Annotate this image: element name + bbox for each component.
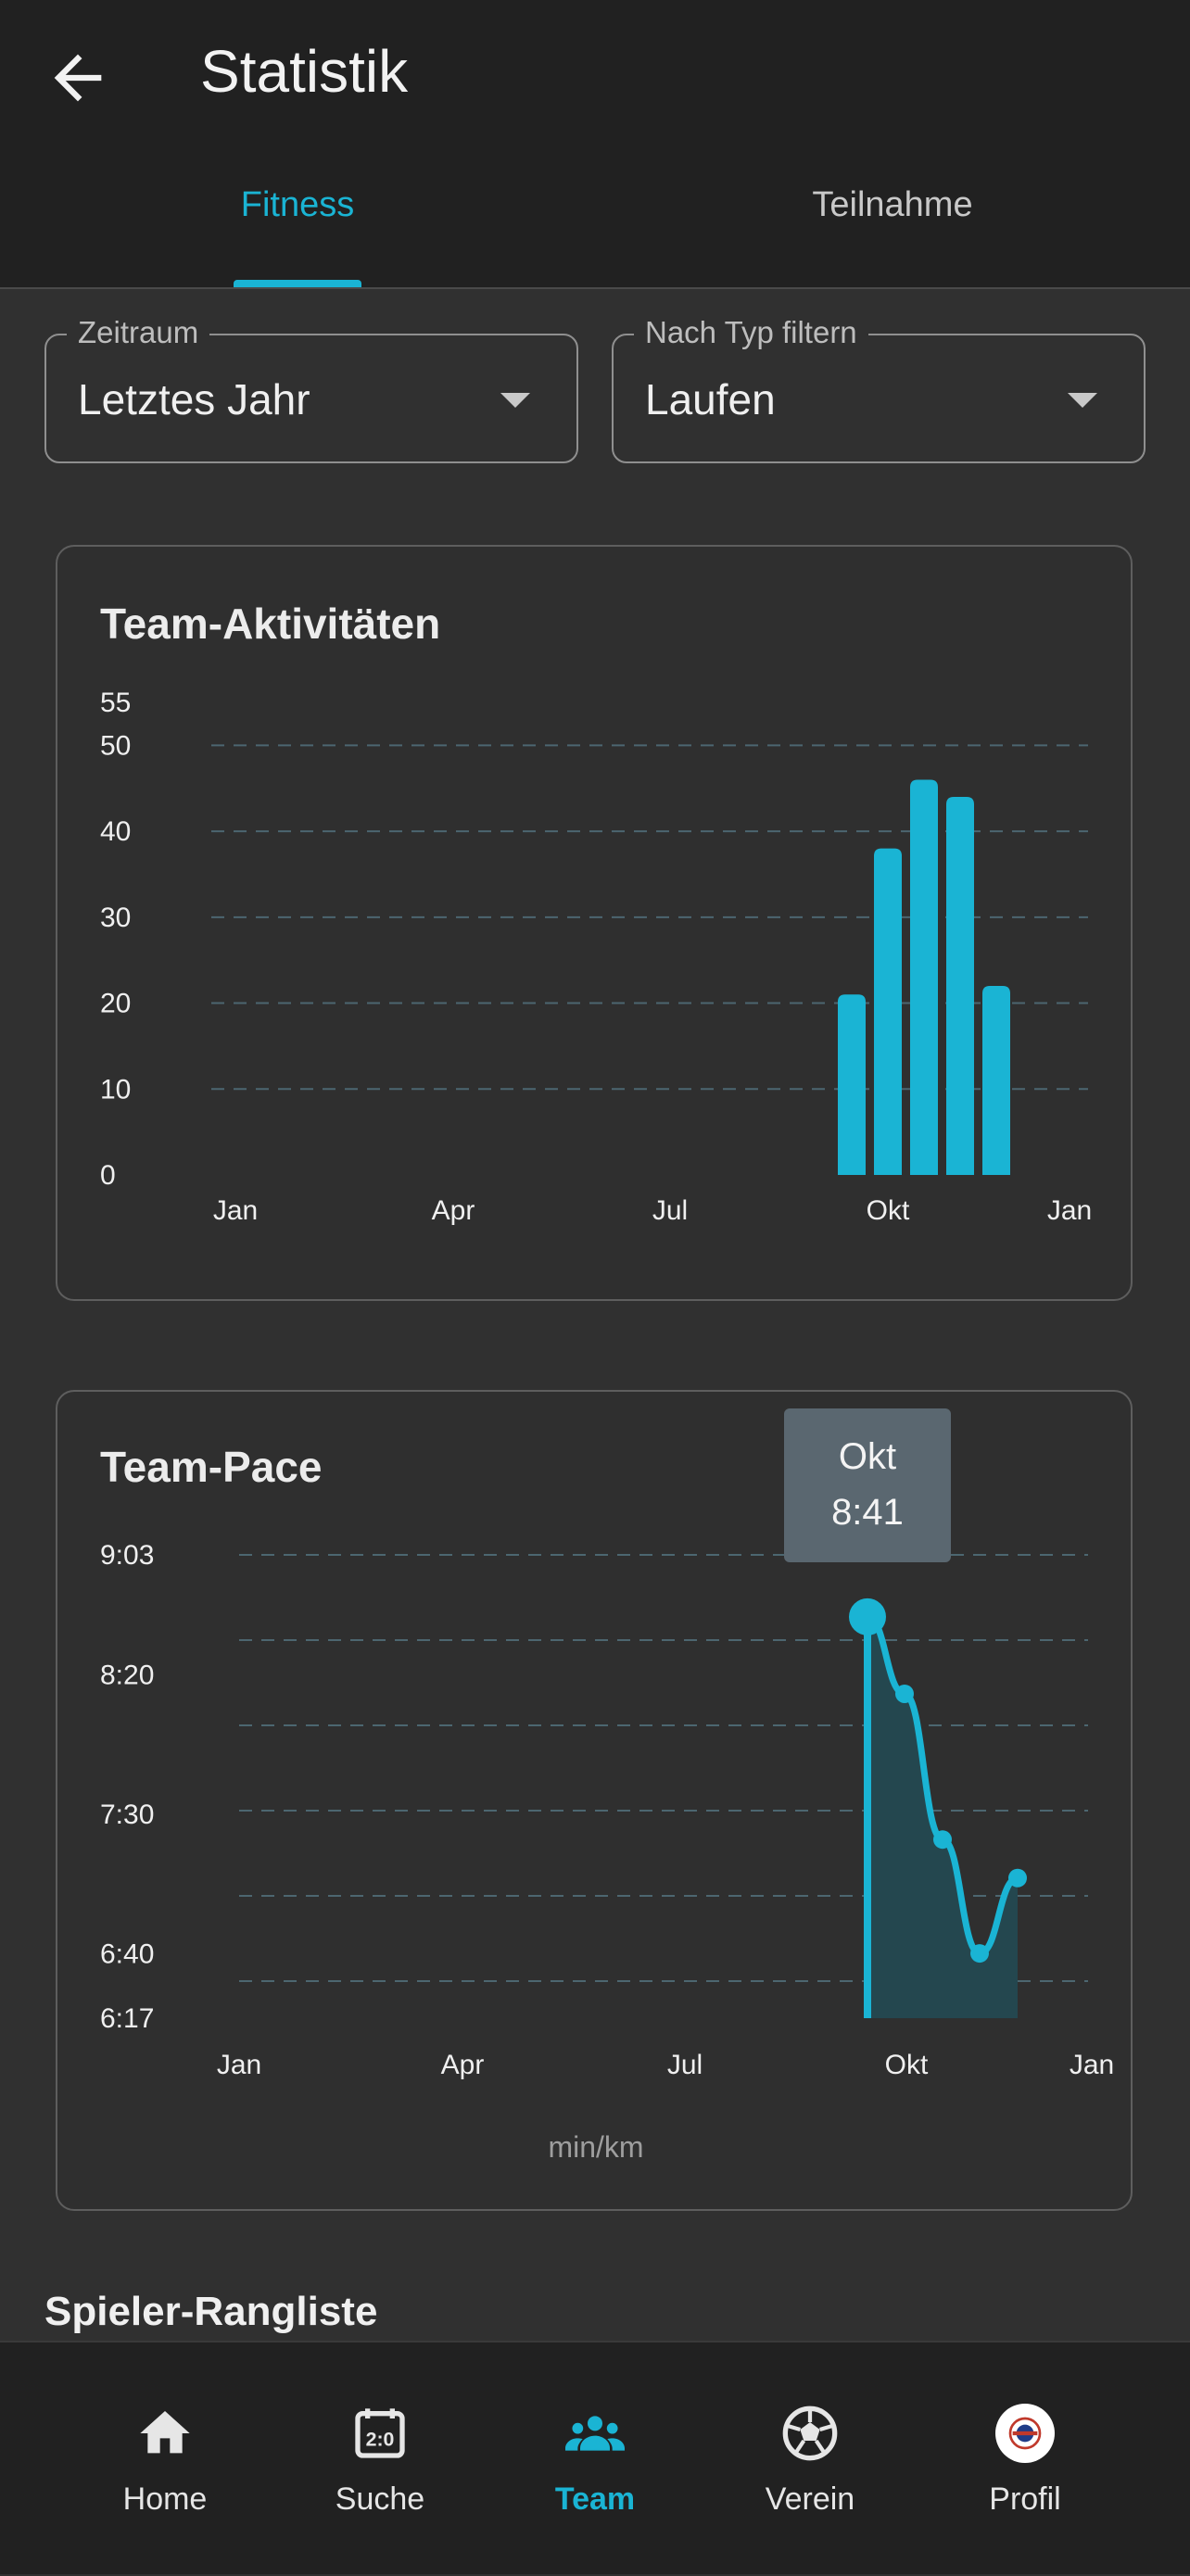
tab-fitness[interactable]: Fitness bbox=[0, 185, 595, 225]
tab-fitness-label: Fitness bbox=[240, 185, 355, 224]
page-title: Statistik bbox=[200, 38, 409, 105]
nav-home-label: Home bbox=[122, 2481, 208, 2517]
nav-team[interactable]: Team bbox=[487, 2342, 703, 2576]
data-point bbox=[970, 1944, 989, 1964]
y-tick-label: 0 bbox=[100, 1160, 116, 1191]
dropdown-arrow-icon bbox=[500, 393, 530, 408]
dropdown-arrow-icon bbox=[1068, 393, 1097, 408]
x-tick-label: Jul bbox=[667, 2050, 703, 2080]
profile-avatar-icon bbox=[995, 2404, 1055, 2463]
y-tick-label: 8:20 bbox=[100, 1661, 154, 1691]
y-tick-label: 6:40 bbox=[100, 1939, 154, 1970]
chart-tooltip: Okt 8:41 bbox=[784, 1408, 951, 1562]
app-bar: Statistik Fitness Teilnahme bbox=[0, 0, 1190, 287]
bar bbox=[982, 986, 1010, 1175]
x-tick-label: Okt bbox=[885, 2050, 929, 2080]
period-value: Letztes Jahr bbox=[78, 375, 310, 423]
x-tick-label: Jan bbox=[1070, 2050, 1114, 2080]
bar bbox=[874, 848, 902, 1175]
active-tab-indicator bbox=[234, 280, 361, 287]
pace-chart-title: Team-Pace bbox=[100, 1443, 323, 1491]
nav-suche-label: Suche bbox=[335, 2481, 425, 2517]
data-point bbox=[849, 1597, 886, 1635]
svg-text:2:0: 2:0 bbox=[366, 2428, 395, 2450]
data-point bbox=[895, 1684, 914, 1703]
tab-divider bbox=[0, 287, 1190, 289]
home-icon bbox=[140, 2411, 190, 2454]
pace-chart-card: Team-Pace 9:03 8:20 7:30 6:40 6:17 Jan Apr Jul O… bbox=[56, 1390, 1133, 2211]
team-icon bbox=[565, 2416, 625, 2451]
tab-teilnahme[interactable]: Teilnahme bbox=[812, 185, 973, 224]
y-tick-label: 20 bbox=[100, 989, 131, 1019]
x-tick-label: Apr bbox=[441, 2050, 485, 2080]
y-tick-label: 7:30 bbox=[100, 1799, 154, 1830]
bar bbox=[946, 797, 974, 1175]
activities-chart-title: Team-Aktivitäten bbox=[100, 600, 441, 648]
y-tick-label: 50 bbox=[100, 730, 131, 761]
period-dropdown[interactable]: Zeitraum Letztes Jahr bbox=[44, 315, 578, 463]
area-fill bbox=[867, 1616, 1018, 2018]
y-tick-label: 6:17 bbox=[100, 2003, 154, 2034]
y-tick-label: 40 bbox=[100, 816, 131, 847]
nav-verein[interactable]: Verein bbox=[703, 2342, 918, 2576]
y-tick-label: 10 bbox=[100, 1074, 131, 1105]
calendar-search-icon: 2:0 bbox=[355, 2408, 405, 2458]
nav-home[interactable]: Home bbox=[57, 2342, 272, 2576]
x-tick-label: Jan bbox=[217, 2050, 261, 2080]
nav-team-label: Team bbox=[554, 2481, 636, 2517]
type-filter-value: Laufen bbox=[645, 375, 776, 423]
type-filter-dropdown[interactable]: Nach Typ filtern Laufen bbox=[612, 315, 1146, 463]
bottom-navigation: Home 2:0 Suche Team Ve bbox=[0, 2341, 1190, 2574]
data-point bbox=[933, 1830, 952, 1850]
pace-area-chart: 9:03 8:20 7:30 6:40 6:17 Jan Apr Jul Okt Jan min/k… bbox=[100, 1540, 1114, 2164]
x-tick-label: Apr bbox=[432, 1195, 475, 1226]
y-tick-label: 55 bbox=[100, 688, 131, 718]
period-label: Zeitraum bbox=[67, 315, 210, 350]
nav-suche[interactable]: 2:0 Suche bbox=[272, 2342, 487, 2576]
bar bbox=[910, 779, 938, 1175]
activities-bar-chart: 55 50 40 30 20 10 0 Jan Apr Jul Okt Jan bbox=[100, 688, 1092, 1226]
x-axis-unit-label: min/km bbox=[548, 2130, 643, 2164]
x-tick-label: Jan bbox=[213, 1195, 258, 1226]
data-point bbox=[1008, 1868, 1027, 1888]
y-tick-label: 30 bbox=[100, 903, 131, 933]
y-tick-label: 9:03 bbox=[100, 1540, 154, 1571]
bar bbox=[838, 994, 866, 1175]
nav-profil[interactable]: Profil bbox=[918, 2342, 1133, 2576]
x-tick-label: Jul bbox=[652, 1195, 688, 1226]
tooltip-y: 8:41 bbox=[831, 1492, 904, 1533]
nav-verein-label: Verein bbox=[765, 2481, 855, 2517]
x-tick-label: Okt bbox=[867, 1195, 910, 1226]
type-filter-label: Nach Typ filtern bbox=[634, 315, 868, 350]
nav-profil-label: Profil bbox=[989, 2481, 1061, 2517]
x-tick-label: Jan bbox=[1047, 1195, 1092, 1226]
back-arrow-icon[interactable] bbox=[43, 43, 113, 113]
activities-chart-card: Team-Aktivitäten 55 50 40 30 20 10 0 Jan Apr Jul O… bbox=[56, 545, 1133, 1301]
player-ranking-title: Spieler-Rangliste bbox=[44, 2289, 378, 2334]
tooltip-x: Okt bbox=[838, 1436, 897, 1477]
soccer-ball-icon bbox=[782, 2406, 838, 2461]
